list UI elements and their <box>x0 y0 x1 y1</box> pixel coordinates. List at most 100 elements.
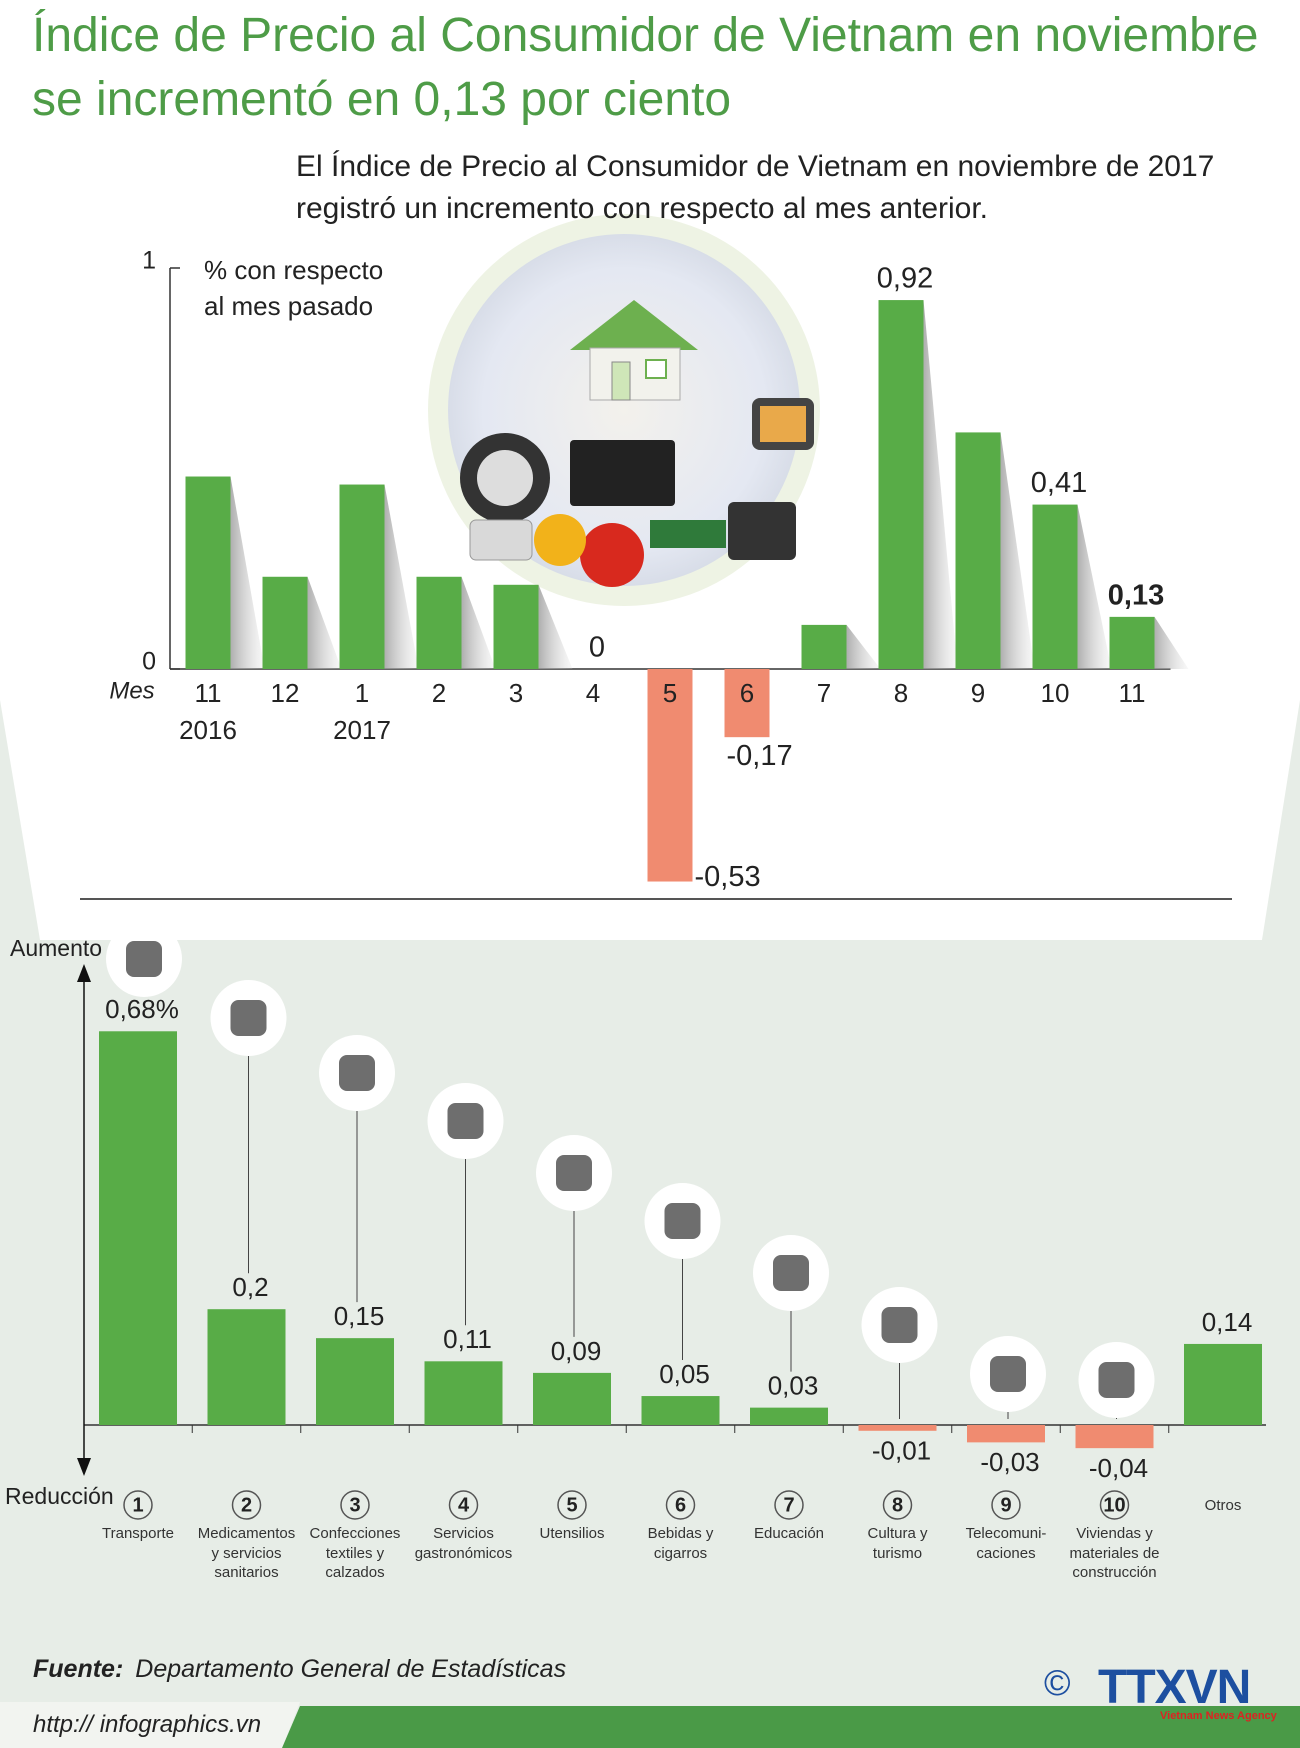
value-label: 0,09 <box>551 1336 602 1366</box>
source-text: Departamento General de Estadísticas <box>135 1655 567 1683</box>
category-icon-glyph <box>447 1103 484 1139</box>
bar <box>750 1407 828 1425</box>
bar-shadow <box>1000 432 1035 669</box>
bar <box>339 484 385 669</box>
category-label: Utensilios <box>539 1525 605 1542</box>
category-label: Educación <box>753 1525 825 1542</box>
footer-band <box>282 1706 1300 1748</box>
logo-subtitle: Vietnam News Agency <box>1160 1710 1277 1722</box>
category-label: Bebidas y cigarros <box>647 1525 714 1562</box>
value-label: 0,68% <box>105 994 179 1024</box>
bar-shadow <box>461 576 496 669</box>
category-number-badge <box>231 1490 262 1520</box>
category-number: 6 <box>675 1494 686 1516</box>
bar <box>967 1425 1045 1443</box>
bar-shadow <box>230 476 265 669</box>
x-tick-label: 2 <box>432 678 446 708</box>
value-label: 0,11 <box>443 1324 492 1354</box>
title: Índice de Precio al Consumidor de Vietna… <box>32 9 1259 126</box>
category-number-badge <box>340 1490 370 1520</box>
category-label: Cultura y turismo <box>867 1525 928 1562</box>
bar-shadow <box>1077 504 1112 669</box>
bar <box>955 432 1001 669</box>
category-icon-glyph <box>664 1203 701 1239</box>
x-axis-label: Mes <box>109 677 154 704</box>
bar-shadow <box>384 484 419 669</box>
category-number: 7 <box>783 1494 794 1516</box>
bar <box>533 1372 611 1425</box>
bar <box>99 1031 177 1425</box>
x-tick-sublabel: 2017 <box>333 715 391 745</box>
x-tick-label: 1 <box>355 678 369 708</box>
bar <box>641 1396 720 1425</box>
category-label: Viviendas y materiales de construcción <box>1069 1525 1160 1581</box>
value-label: -0,53 <box>695 861 761 893</box>
bar-shadow <box>1154 616 1189 669</box>
value-label: -0,01 <box>872 1436 931 1466</box>
bar <box>878 300 924 669</box>
bar <box>316 1338 394 1425</box>
bar <box>1109 616 1155 669</box>
y-label-bottom: Reducción <box>5 1483 114 1509</box>
x-tick-label: 10 <box>1041 678 1070 708</box>
bar <box>185 476 231 669</box>
bar-shadow <box>538 584 573 669</box>
category-icon-glyph <box>556 1155 592 1191</box>
url: http:// infographics.vn <box>33 1711 262 1738</box>
value-label: 0,92 <box>877 263 933 295</box>
x-tick-label: 8 <box>894 678 908 708</box>
category-label: Transporte <box>102 1525 174 1542</box>
category-number-badge <box>665 1490 696 1520</box>
category-icon-glyph <box>881 1307 918 1343</box>
value-label: 0,2 <box>232 1272 268 1302</box>
y-label-top: Aumento <box>10 935 102 961</box>
illustration-house <box>570 300 698 401</box>
x-tick-label: 3 <box>509 678 523 708</box>
bar-shadow <box>307 576 342 669</box>
value-label: -0,04 <box>1089 1453 1148 1483</box>
bar <box>207 1309 286 1425</box>
x-tick-label: 9 <box>971 678 985 708</box>
category-number-badge <box>774 1490 804 1520</box>
category-number: 9 <box>1000 1494 1011 1516</box>
value-label: -0,03 <box>980 1447 1039 1477</box>
bar <box>262 576 308 669</box>
category-number-badge <box>448 1490 479 1520</box>
copyright: © <box>1044 1662 1071 1703</box>
y-tick-label: 1 <box>142 247 156 275</box>
bar <box>1075 1425 1154 1449</box>
value-label: 0 <box>589 632 605 664</box>
value-label: 0,13 <box>1108 580 1164 612</box>
source: Fuente: Departamento General de Estadísti… <box>33 1655 566 1684</box>
category-icon-glyph <box>1098 1362 1135 1398</box>
x-tick-sublabel: 2016 <box>179 715 237 745</box>
category-number-badge <box>557 1490 587 1520</box>
category-icon-glyph <box>230 1000 267 1036</box>
x-tick-label: 11 <box>195 678 222 708</box>
x-tick-label: 11 <box>1119 678 1146 708</box>
value-label: 0,15 <box>334 1301 385 1331</box>
x-tick-label: 4 <box>586 678 600 708</box>
bar <box>724 669 770 738</box>
bar <box>1032 504 1078 669</box>
logo: TTXVN <box>1098 1661 1251 1714</box>
url-box <box>0 1702 300 1748</box>
value-label: 0,41 <box>1031 467 1087 499</box>
category-number-badge <box>123 1490 153 1520</box>
category-number: 1 <box>132 1494 143 1516</box>
x-tick-label: 12 <box>271 678 300 708</box>
category-label: Servicios gastronómicos <box>414 1525 513 1562</box>
category-label: Medicamentos y servicios sanitarios <box>197 1525 296 1581</box>
category-number: 4 <box>458 1494 470 1516</box>
category-number: 10 <box>1103 1494 1125 1516</box>
x-tick-label: 5 <box>663 678 677 708</box>
bar <box>416 576 462 669</box>
category-icon-glyph <box>990 1356 1026 1392</box>
value-label: 0,03 <box>768 1371 819 1401</box>
category-label: Confecciones textiles y calzados <box>309 1525 401 1581</box>
x-tick-label: 7 <box>817 678 831 708</box>
category-number: 2 <box>241 1494 252 1516</box>
category-icon-glyph <box>339 1055 375 1091</box>
